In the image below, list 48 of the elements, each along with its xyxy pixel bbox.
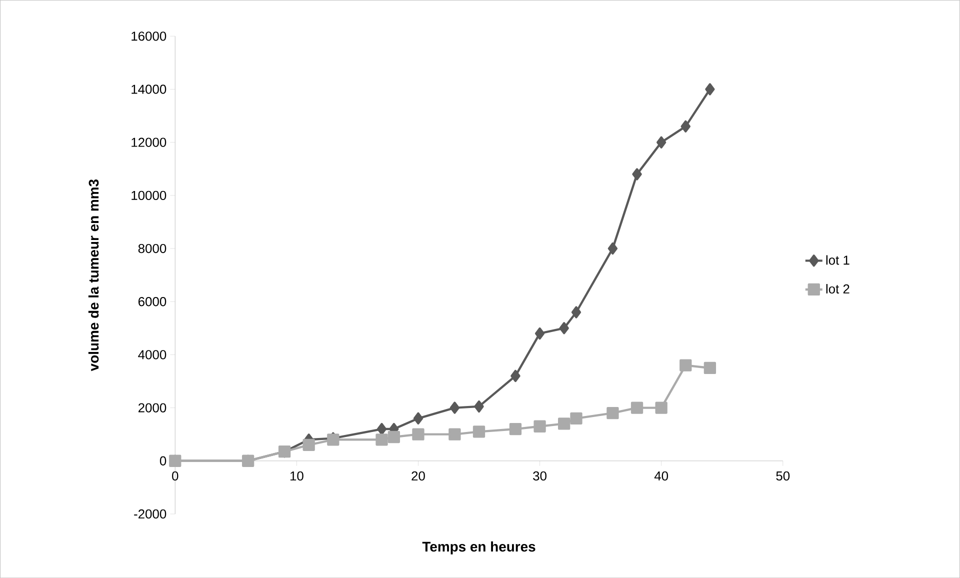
- point: [558, 418, 570, 430]
- x-tick-label: 20: [412, 471, 425, 480]
- x-tick-label: 30: [533, 471, 546, 480]
- point: [534, 327, 545, 340]
- y-tick-label: 14000: [132, 84, 166, 94]
- point: [705, 83, 715, 96]
- y-tick-label: -2000: [134, 509, 166, 518]
- point: [412, 428, 424, 440]
- point: [656, 136, 666, 148]
- point: [655, 402, 668, 414]
- point: [413, 412, 424, 424]
- y-tick-label: 16000: [132, 32, 166, 41]
- legend-label: lot 2: [826, 284, 850, 294]
- point: [570, 412, 582, 424]
- point: [704, 362, 716, 374]
- x-tick-label: 10: [290, 471, 304, 480]
- point: [474, 400, 484, 412]
- y-tick-label: 12000: [132, 138, 166, 147]
- point: [472, 426, 486, 438]
- y-tick-label: 10000: [132, 190, 166, 200]
- x-tick-label: 40: [654, 471, 668, 480]
- x-tick-label: 0: [172, 471, 178, 480]
- point: [571, 306, 582, 318]
- x-tick-label: 50: [776, 471, 790, 480]
- point: [680, 359, 692, 372]
- point: [606, 406, 619, 420]
- point: [534, 420, 546, 432]
- y-tick-label: 0: [160, 456, 166, 466]
- point: [376, 434, 388, 446]
- y-tick-label: 8000: [138, 244, 166, 254]
- y-tick-label: 4000: [138, 350, 166, 360]
- point: [559, 322, 569, 334]
- x-axis-title: Temps en heures: [422, 541, 536, 554]
- y-tick-label: 6000: [138, 296, 166, 306]
- point: [608, 242, 618, 255]
- legend-label: lot 1: [826, 255, 850, 265]
- point: [510, 370, 520, 382]
- point: [302, 438, 315, 451]
- y-axis-title: volume de la tumeur en mm3: [88, 179, 99, 372]
- point: [448, 428, 461, 440]
- point: [680, 120, 690, 132]
- y-tick-label: 2000: [138, 403, 166, 412]
- point: [388, 430, 400, 443]
- point: [632, 168, 642, 180]
- point: [450, 402, 460, 414]
- point: [509, 422, 522, 436]
- point: [376, 422, 387, 436]
- point: [630, 402, 644, 414]
